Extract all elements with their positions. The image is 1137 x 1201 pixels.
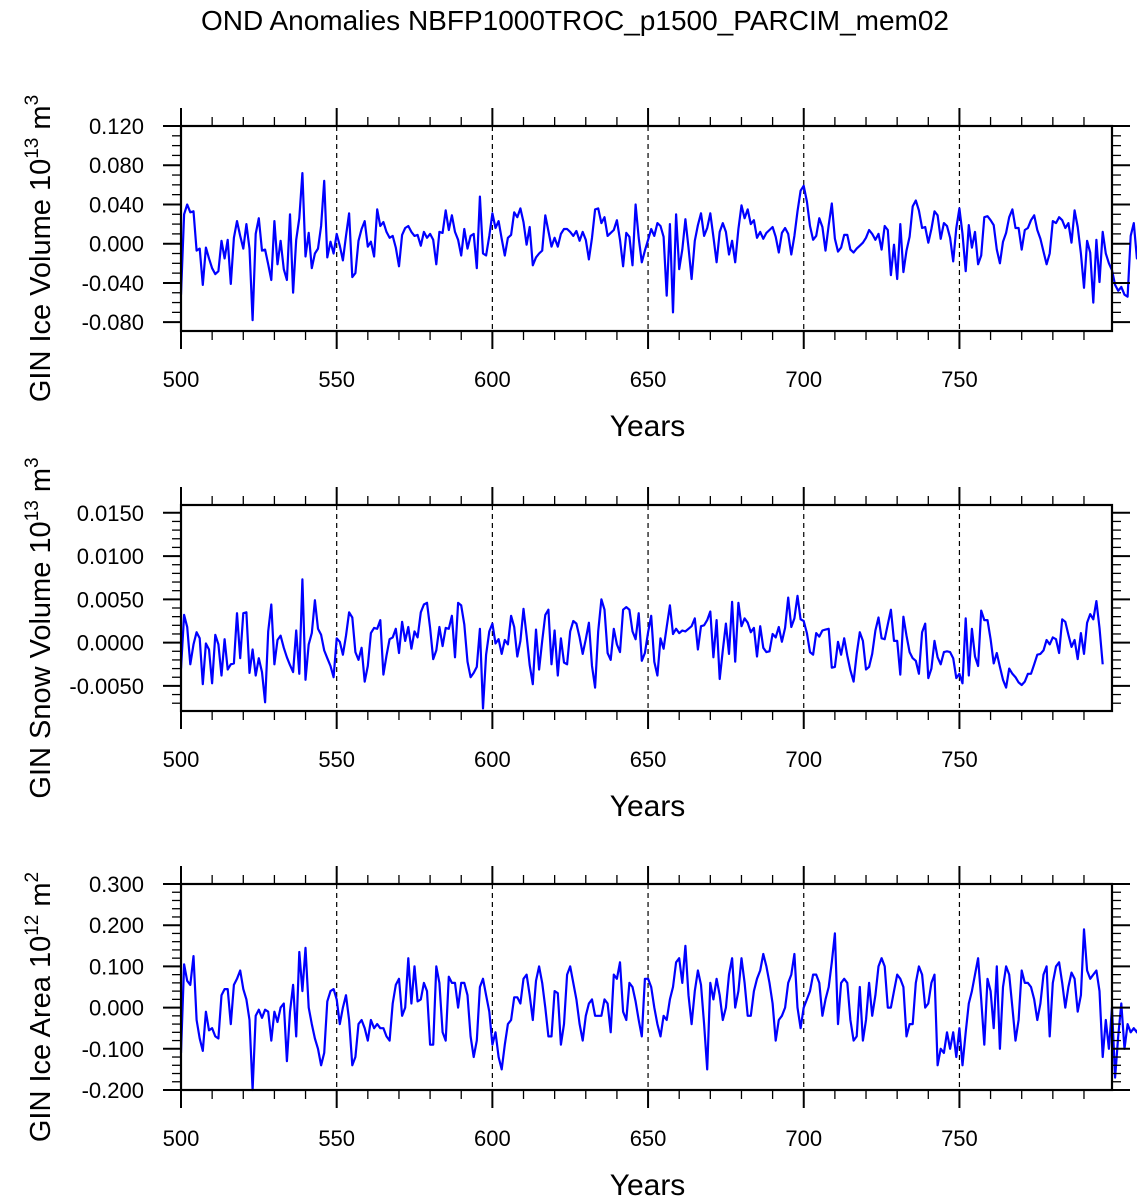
x-axis-label: Years — [610, 1169, 686, 1201]
y-axis-label-unit: m — [25, 468, 57, 500]
x-tick-label: 750 — [941, 747, 978, 772]
y-axis-label: GIN Ice Volume 1013 m3 — [22, 95, 57, 402]
x-tick-label: 700 — [785, 367, 822, 392]
plot-frame — [179, 882, 1114, 1092]
x-tick-label: 700 — [785, 1126, 822, 1151]
y-tick-label: 0.000 — [89, 232, 144, 257]
y-tick-label: 0.040 — [89, 192, 144, 217]
y-axis-label-text: GIN Snow Volume 10 — [25, 521, 57, 798]
y-axis-label: GIN Ice Area 1012 m2 — [22, 872, 57, 1142]
x-tick-label: 500 — [163, 747, 200, 772]
y-axis-label-exponent: 13 — [22, 138, 43, 159]
y-tick-label: 0.0050 — [77, 587, 144, 612]
y-tick-label: -0.0050 — [69, 674, 144, 699]
panel-ice-volume: 500 550 600 650 700 750 Years 0.120 0.080 0.040 0.… — [22, 95, 1137, 443]
x-tick-label: 750 — [941, 1126, 978, 1151]
y-axis-label-unit: m — [25, 105, 57, 137]
plot-frame — [179, 124, 1114, 333]
y-axis-label-exponent: 12 — [22, 915, 43, 936]
x-tick-label: 550 — [318, 1126, 355, 1151]
y-tick-label: -0.100 — [82, 1037, 144, 1062]
series-line-ice-volume — [179, 172, 1137, 322]
x-tick-label: 750 — [941, 367, 978, 392]
series-line-ice-area — [179, 928, 1137, 1092]
x-tick-label: 650 — [630, 747, 667, 772]
x-tick-label: 600 — [474, 367, 511, 392]
plot-frame — [179, 503, 1114, 713]
x-tick-label: 550 — [318, 367, 355, 392]
y-tick-label: 0.300 — [89, 872, 144, 897]
series-line-snow-volume — [179, 578, 1104, 710]
x-tick-label: 700 — [785, 747, 822, 772]
y-axis-label-unit-exponent: 3 — [22, 457, 43, 468]
y-tick-label: 0.100 — [89, 954, 144, 979]
panel-ice-area: 500 550 600 650 700 750 Years 0.300 0.200 0.100 0.… — [22, 866, 1137, 1201]
y-tick-label: 0.0100 — [77, 544, 144, 569]
y-tick-label: 0.0000 — [77, 631, 144, 656]
y-tick-label: -0.080 — [82, 310, 144, 335]
y-axis-label-exponent: 13 — [22, 500, 43, 521]
y-tick-label: 0.0150 — [77, 501, 144, 526]
x-tick-label: 550 — [318, 747, 355, 772]
y-axis-label-unit: m — [25, 882, 57, 914]
y-tick-label: 0.080 — [89, 153, 144, 178]
y-axis-label-text: GIN Ice Volume 10 — [25, 159, 57, 402]
x-axis-label: Years — [610, 410, 686, 443]
chart-title: OND Anomalies NBFP1000TROC_p1500_PARCIM_… — [201, 5, 949, 36]
y-tick-label: -0.040 — [82, 271, 144, 296]
x-tick-label: 500 — [163, 367, 200, 392]
x-tick-label: 650 — [630, 1126, 667, 1151]
x-tick-label: 600 — [474, 1126, 511, 1151]
x-axis-label: Years — [610, 790, 686, 823]
y-tick-label: 0.200 — [89, 913, 144, 938]
x-tick-label: 600 — [474, 747, 511, 772]
y-axis-label-unit-exponent: 2 — [22, 872, 43, 883]
y-axis-label-text: GIN Ice Area 10 — [25, 936, 57, 1142]
y-axis-label-unit-exponent: 3 — [22, 95, 43, 106]
y-tick-label: 0.120 — [89, 114, 144, 139]
y-tick-label: -0.200 — [82, 1078, 144, 1103]
x-tick-label: 500 — [163, 1126, 200, 1151]
y-tick-label: 0.000 — [89, 996, 144, 1021]
y-axis-label: GIN Snow Volume 1013 m3 — [22, 457, 57, 798]
panel-snow-volume: 500 550 600 650 700 750 Years 0.0150 0.0100 0.005… — [22, 457, 1130, 823]
x-tick-label: 650 — [630, 367, 667, 392]
